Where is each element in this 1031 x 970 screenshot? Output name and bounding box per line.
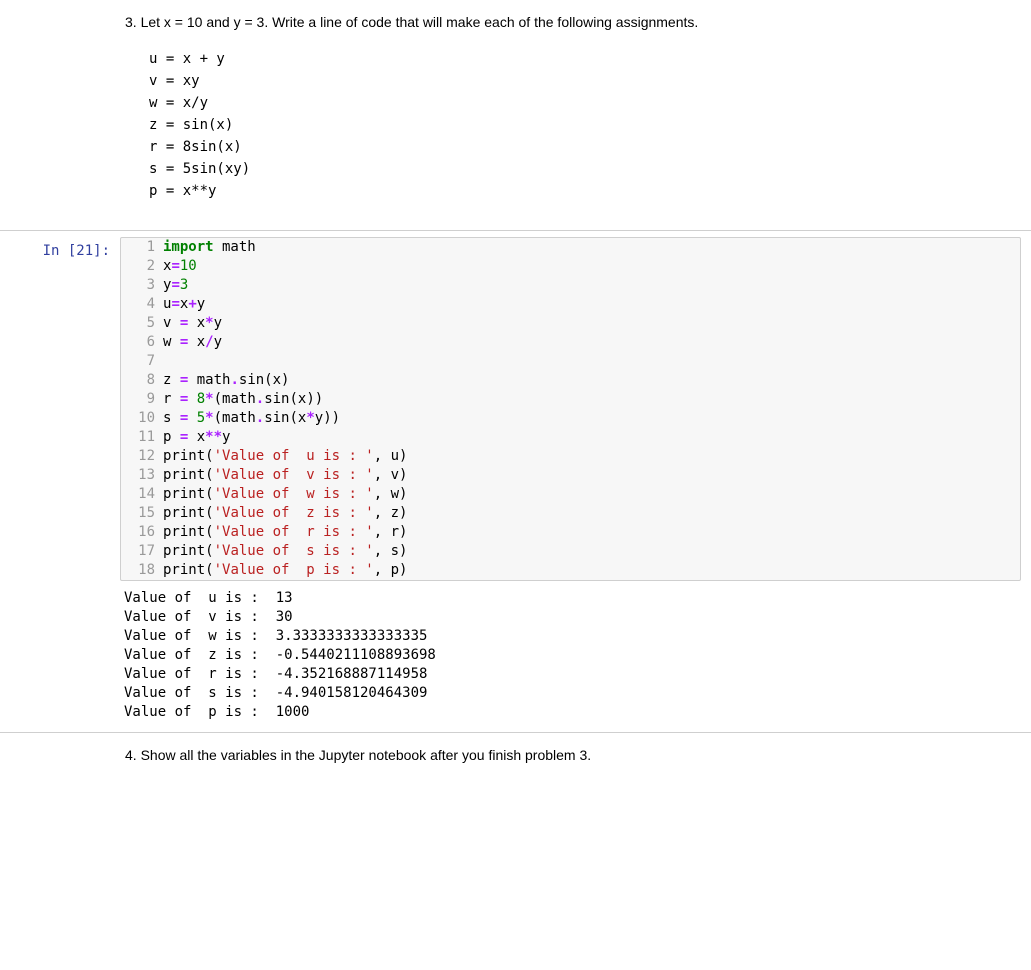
line-number: 5 bbox=[121, 314, 163, 333]
line-number: 16 bbox=[121, 523, 163, 542]
code-input-area[interactable]: 1import math2x=103y=34u=x+y5v = x*y6w = … bbox=[120, 237, 1021, 581]
code-cell: In [21]: 1import math2x=103y=34u=x+y5v =… bbox=[0, 230, 1031, 733]
line-number: 1 bbox=[121, 238, 163, 257]
line-number: 7 bbox=[121, 352, 163, 371]
code-line[interactable]: 16print('Value of r is : ', r) bbox=[121, 523, 1020, 542]
code-line[interactable]: 11p = x**y bbox=[121, 428, 1020, 447]
markdown-cell-q4: 4. Show all the variables in the Jupyter… bbox=[0, 747, 1031, 763]
line-number: 2 bbox=[121, 257, 163, 276]
markdown-cell-q3: 3. Let x = 10 and y = 3. Write a line of… bbox=[0, 14, 1031, 202]
code-source[interactable]: y=3 bbox=[163, 276, 1020, 295]
line-number: 6 bbox=[121, 333, 163, 352]
code-line[interactable]: 6w = x/y bbox=[121, 333, 1020, 352]
line-number: 9 bbox=[121, 390, 163, 409]
code-output-area: Value of u is : 13 Value of v is : 30 Va… bbox=[0, 581, 1031, 726]
line-number: 15 bbox=[121, 504, 163, 523]
line-number: 4 bbox=[121, 295, 163, 314]
code-line[interactable]: 10s = 5*(math.sin(x*y)) bbox=[121, 409, 1020, 428]
code-source[interactable]: print('Value of w is : ', w) bbox=[163, 485, 1020, 504]
line-number: 17 bbox=[121, 542, 163, 561]
line-number: 10 bbox=[121, 409, 163, 428]
code-line[interactable]: 13print('Value of v is : ', v) bbox=[121, 466, 1020, 485]
code-source[interactable]: import math bbox=[163, 238, 1020, 257]
code-line[interactable]: 9r = 8*(math.sin(x)) bbox=[121, 390, 1020, 409]
line-number: 8 bbox=[121, 371, 163, 390]
code-source[interactable]: u=x+y bbox=[163, 295, 1020, 314]
code-source[interactable]: print('Value of u is : ', u) bbox=[163, 447, 1020, 466]
line-number: 18 bbox=[121, 561, 163, 580]
code-line[interactable]: 5v = x*y bbox=[121, 314, 1020, 333]
code-line[interactable]: 2x=10 bbox=[121, 257, 1020, 276]
code-line[interactable]: 3y=3 bbox=[121, 276, 1020, 295]
code-source[interactable]: print('Value of r is : ', r) bbox=[163, 523, 1020, 542]
code-source[interactable]: r = 8*(math.sin(x)) bbox=[163, 390, 1020, 409]
line-number: 3 bbox=[121, 276, 163, 295]
line-number: 11 bbox=[121, 428, 163, 447]
q4-text: 4. Show all the variables in the Jupyter… bbox=[125, 747, 1031, 763]
code-source[interactable]: v = x*y bbox=[163, 314, 1020, 333]
line-number: 14 bbox=[121, 485, 163, 504]
line-number: 12 bbox=[121, 447, 163, 466]
input-prompt: In [21]: bbox=[0, 237, 120, 259]
code-line[interactable]: 1import math bbox=[121, 238, 1020, 257]
code-line[interactable]: 18print('Value of p is : ', p) bbox=[121, 561, 1020, 580]
code-line[interactable]: 15print('Value of z is : ', z) bbox=[121, 504, 1020, 523]
code-source[interactable]: x=10 bbox=[163, 257, 1020, 276]
code-source[interactable] bbox=[163, 352, 1020, 371]
code-source[interactable]: print('Value of v is : ', v) bbox=[163, 466, 1020, 485]
code-source[interactable]: w = x/y bbox=[163, 333, 1020, 352]
code-line[interactable]: 4u=x+y bbox=[121, 295, 1020, 314]
q3-equations: u = x + y v = xy w = x/y z = sin(x) r = … bbox=[149, 48, 1031, 202]
code-line[interactable]: 17print('Value of s is : ', s) bbox=[121, 542, 1020, 561]
code-line[interactable]: 7 bbox=[121, 352, 1020, 371]
code-line[interactable]: 12print('Value of u is : ', u) bbox=[121, 447, 1020, 466]
code-source[interactable]: s = 5*(math.sin(x*y)) bbox=[163, 409, 1020, 428]
code-source[interactable]: z = math.sin(x) bbox=[163, 371, 1020, 390]
q3-text: 3. Let x = 10 and y = 3. Write a line of… bbox=[125, 14, 1031, 30]
line-number: 13 bbox=[121, 466, 163, 485]
code-source[interactable]: print('Value of z is : ', z) bbox=[163, 504, 1020, 523]
code-source[interactable]: p = x**y bbox=[163, 428, 1020, 447]
code-line[interactable]: 14print('Value of w is : ', w) bbox=[121, 485, 1020, 504]
code-line[interactable]: 8z = math.sin(x) bbox=[121, 371, 1020, 390]
code-source[interactable]: print('Value of p is : ', p) bbox=[163, 561, 1020, 580]
code-source[interactable]: print('Value of s is : ', s) bbox=[163, 542, 1020, 561]
